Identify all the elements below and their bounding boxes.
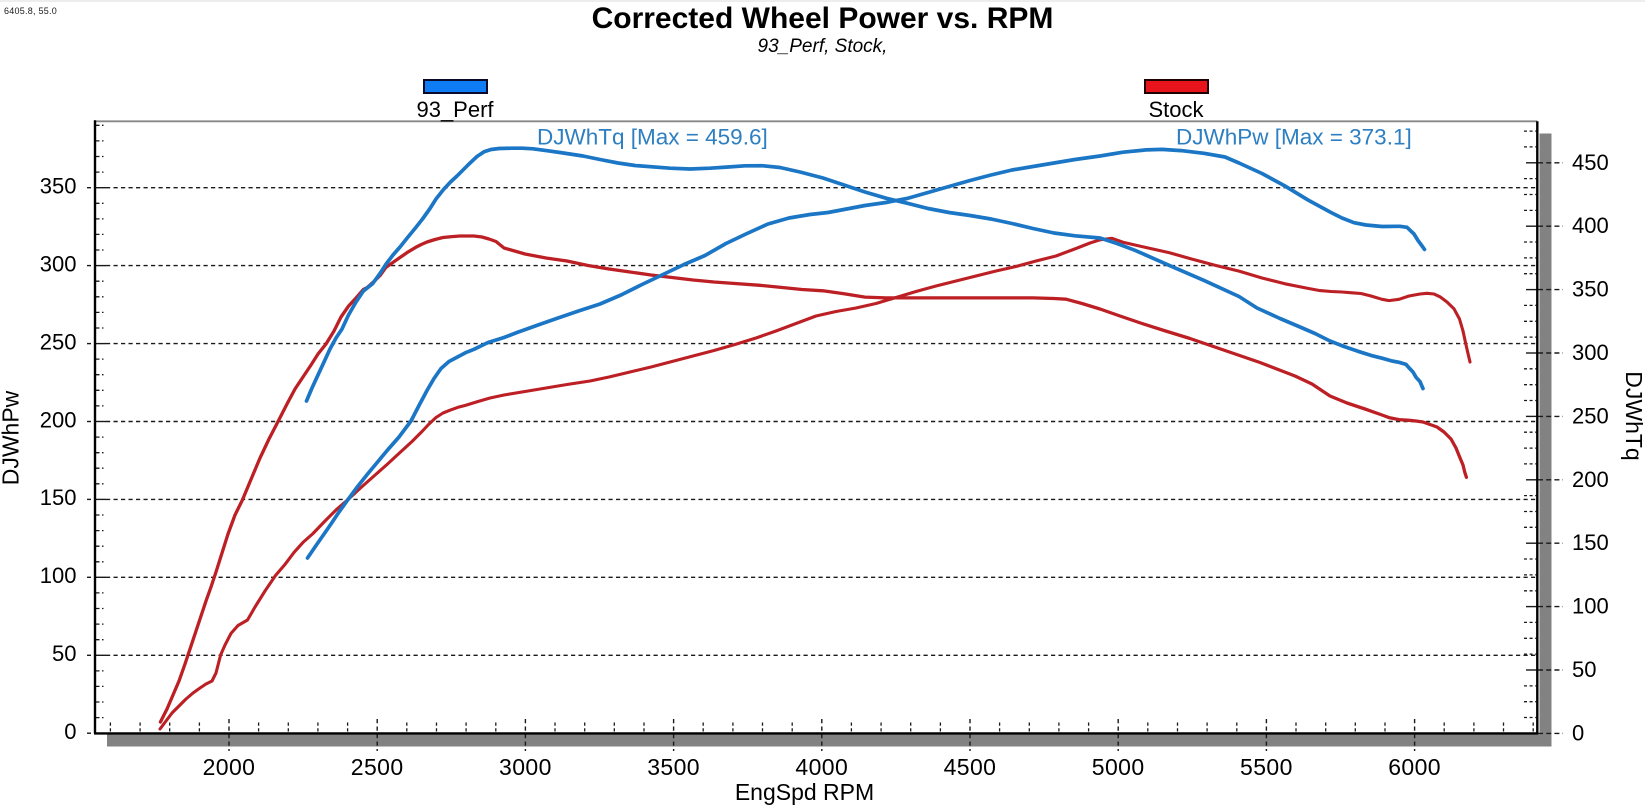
svg-text:DJWhTq: DJWhTq: [1621, 371, 1645, 460]
svg-text:50: 50: [1572, 657, 1596, 682]
svg-text:50: 50: [52, 641, 76, 666]
svg-text:4000: 4000: [795, 754, 848, 780]
svg-text:5000: 5000: [1092, 754, 1145, 780]
svg-text:100: 100: [40, 563, 77, 588]
svg-text:400: 400: [1572, 213, 1609, 238]
svg-text:200: 200: [1572, 467, 1609, 492]
svg-text:300: 300: [1572, 340, 1609, 365]
svg-text:300: 300: [40, 251, 77, 276]
svg-text:6000: 6000: [1388, 754, 1441, 780]
svg-text:250: 250: [1572, 403, 1609, 428]
svg-text:150: 150: [1572, 530, 1609, 555]
svg-text:250: 250: [40, 329, 77, 354]
svg-text:350: 350: [40, 174, 77, 199]
svg-text:2500: 2500: [351, 754, 404, 780]
svg-text:450: 450: [1572, 150, 1609, 175]
svg-text:0: 0: [1572, 720, 1584, 745]
svg-text:150: 150: [40, 485, 77, 510]
svg-text:DJWhTq [Max = 459.6]: DJWhTq [Max = 459.6]: [537, 125, 768, 150]
svg-text:100: 100: [1572, 594, 1609, 619]
svg-text:3500: 3500: [647, 754, 700, 780]
svg-text:DJWhPw [Max = 373.1]: DJWhPw [Max = 373.1]: [1176, 125, 1412, 150]
svg-text:3000: 3000: [499, 754, 552, 780]
svg-text:DJWhPw: DJWhPw: [0, 390, 24, 485]
svg-text:5500: 5500: [1240, 754, 1293, 780]
svg-text:0: 0: [64, 719, 76, 744]
svg-text:EngSpd RPM: EngSpd RPM: [735, 779, 874, 805]
svg-text:350: 350: [1572, 277, 1609, 302]
svg-text:2000: 2000: [203, 754, 256, 780]
svg-text:4500: 4500: [944, 754, 997, 780]
svg-text:200: 200: [40, 407, 77, 432]
